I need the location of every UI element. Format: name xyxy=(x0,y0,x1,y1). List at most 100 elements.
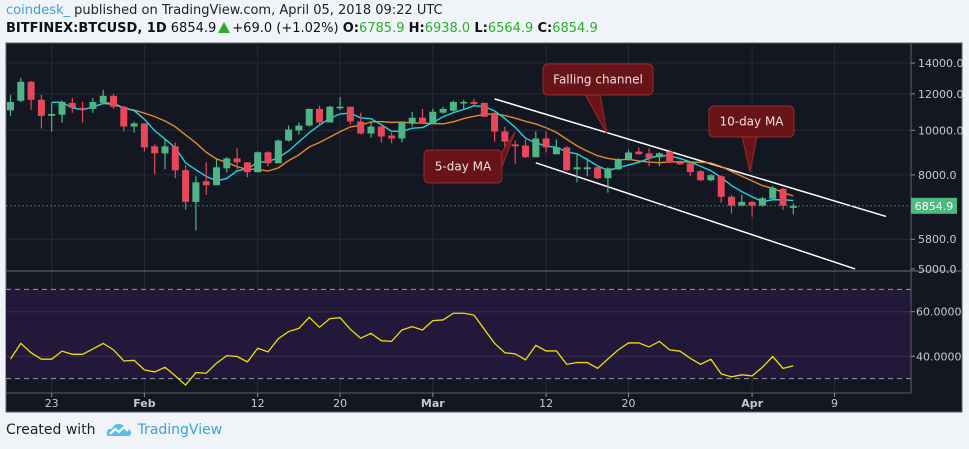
candle-up xyxy=(326,105,334,123)
open-label: O: xyxy=(342,21,359,36)
candle-down xyxy=(645,148,653,167)
low-value: 6564.9 xyxy=(487,21,534,36)
candle-body xyxy=(305,108,313,126)
candle-down xyxy=(594,165,602,180)
candle-body xyxy=(676,162,684,165)
time-tick-label: 9 xyxy=(831,397,838,410)
candle-down xyxy=(542,131,550,153)
candle-body xyxy=(130,123,138,127)
candle-up xyxy=(130,121,138,133)
candle-up xyxy=(17,77,25,103)
tradingview-cloud-icon xyxy=(106,423,131,436)
author-link[interactable]: coindesk_ xyxy=(6,3,71,18)
high-label: H: xyxy=(408,21,425,36)
callout-box xyxy=(708,105,795,138)
candle-up xyxy=(48,102,56,132)
channel-lower-line xyxy=(535,162,856,270)
candle-body xyxy=(326,106,334,123)
candle-body xyxy=(346,106,354,122)
candle-down xyxy=(110,93,117,109)
time-axis[interactable]: 23 Feb 12 20 Mar 12 20 Apr 9 xyxy=(45,393,838,410)
price-axis[interactable]: 14000.0 12000.0 10000.0 8000.0 5800.0 5000.0 6… xyxy=(6,57,964,363)
candle-down xyxy=(357,112,365,135)
candle-up xyxy=(285,125,293,142)
rsi-tick-label: 40.0000 xyxy=(916,350,962,363)
candle-down xyxy=(501,126,509,148)
candle-body xyxy=(398,122,406,139)
created-with-text: Created with xyxy=(6,422,96,438)
candle-body xyxy=(655,153,663,158)
candle-down xyxy=(491,111,499,142)
rsi-band xyxy=(6,289,911,379)
candle-body xyxy=(213,167,220,186)
close-label: C: xyxy=(537,21,553,36)
close-value: 6854.9 xyxy=(552,21,598,36)
candle-body xyxy=(48,113,56,116)
candle-body xyxy=(99,95,107,103)
candle-down xyxy=(748,200,756,217)
candle-body xyxy=(192,182,200,202)
candle-body xyxy=(37,99,45,116)
candle-up xyxy=(738,194,746,206)
time-tick-label: 23 xyxy=(45,397,59,410)
candle-down xyxy=(697,170,705,182)
candle-down xyxy=(470,98,478,105)
candle-up xyxy=(213,159,220,186)
tradingview-logo-link[interactable]: TradingView xyxy=(106,422,222,438)
candle-body xyxy=(120,106,128,127)
time-tick-label: Feb xyxy=(133,397,156,410)
candle-body xyxy=(501,131,509,142)
candle-body xyxy=(161,146,169,154)
candle-body xyxy=(233,158,241,163)
candle-up xyxy=(625,149,632,161)
rsi-grid xyxy=(6,288,911,380)
candle-down xyxy=(264,151,272,167)
candle-up xyxy=(398,121,406,143)
callout-10-day-ma: 10-day MA xyxy=(708,105,795,173)
candle-body xyxy=(728,196,735,206)
candle-body xyxy=(274,140,282,164)
candle-down xyxy=(686,162,694,177)
candle-down xyxy=(316,105,323,126)
candle-up xyxy=(367,122,375,138)
candle-up xyxy=(89,98,97,113)
callout-text: 10-day MA xyxy=(719,115,784,129)
candle-body xyxy=(748,201,756,206)
time-tick-label: Mar xyxy=(421,397,445,410)
price-tick-label: 10000.0 xyxy=(918,124,964,137)
candle-body xyxy=(789,205,797,208)
candle-body xyxy=(480,102,488,117)
candle-down xyxy=(480,102,488,117)
candle-body xyxy=(470,101,478,104)
candle-up xyxy=(604,167,612,193)
last-price-tag-label: 6854.9 xyxy=(915,200,954,213)
ma10-line xyxy=(103,102,794,197)
candle-down xyxy=(202,162,210,195)
candle-down xyxy=(522,139,529,159)
candle-body xyxy=(583,167,591,170)
candle-up xyxy=(7,94,14,117)
candle-up xyxy=(532,131,540,158)
falling-channel xyxy=(494,98,887,270)
candle-down xyxy=(233,148,241,170)
candle-body xyxy=(686,163,694,173)
candle-down xyxy=(511,140,519,165)
candle-body xyxy=(439,108,447,113)
candle-body xyxy=(625,152,632,160)
price-tick-label: 5800.0 xyxy=(918,233,957,246)
published-text: published on TradingView.com, April 05, … xyxy=(74,3,443,18)
footer: Created with TradingView xyxy=(6,422,222,438)
candle-down xyxy=(79,101,87,123)
candle-down xyxy=(243,162,251,178)
candle-body xyxy=(594,167,602,179)
candle-up xyxy=(274,139,282,164)
candle-up xyxy=(58,100,66,123)
candle-down xyxy=(27,80,35,110)
candle-body xyxy=(17,81,25,101)
up-arrow-icon xyxy=(218,22,231,33)
candle-up xyxy=(408,111,416,127)
candle-body xyxy=(7,101,14,111)
rsi-indicator xyxy=(9,312,794,387)
candle-down xyxy=(419,108,426,124)
